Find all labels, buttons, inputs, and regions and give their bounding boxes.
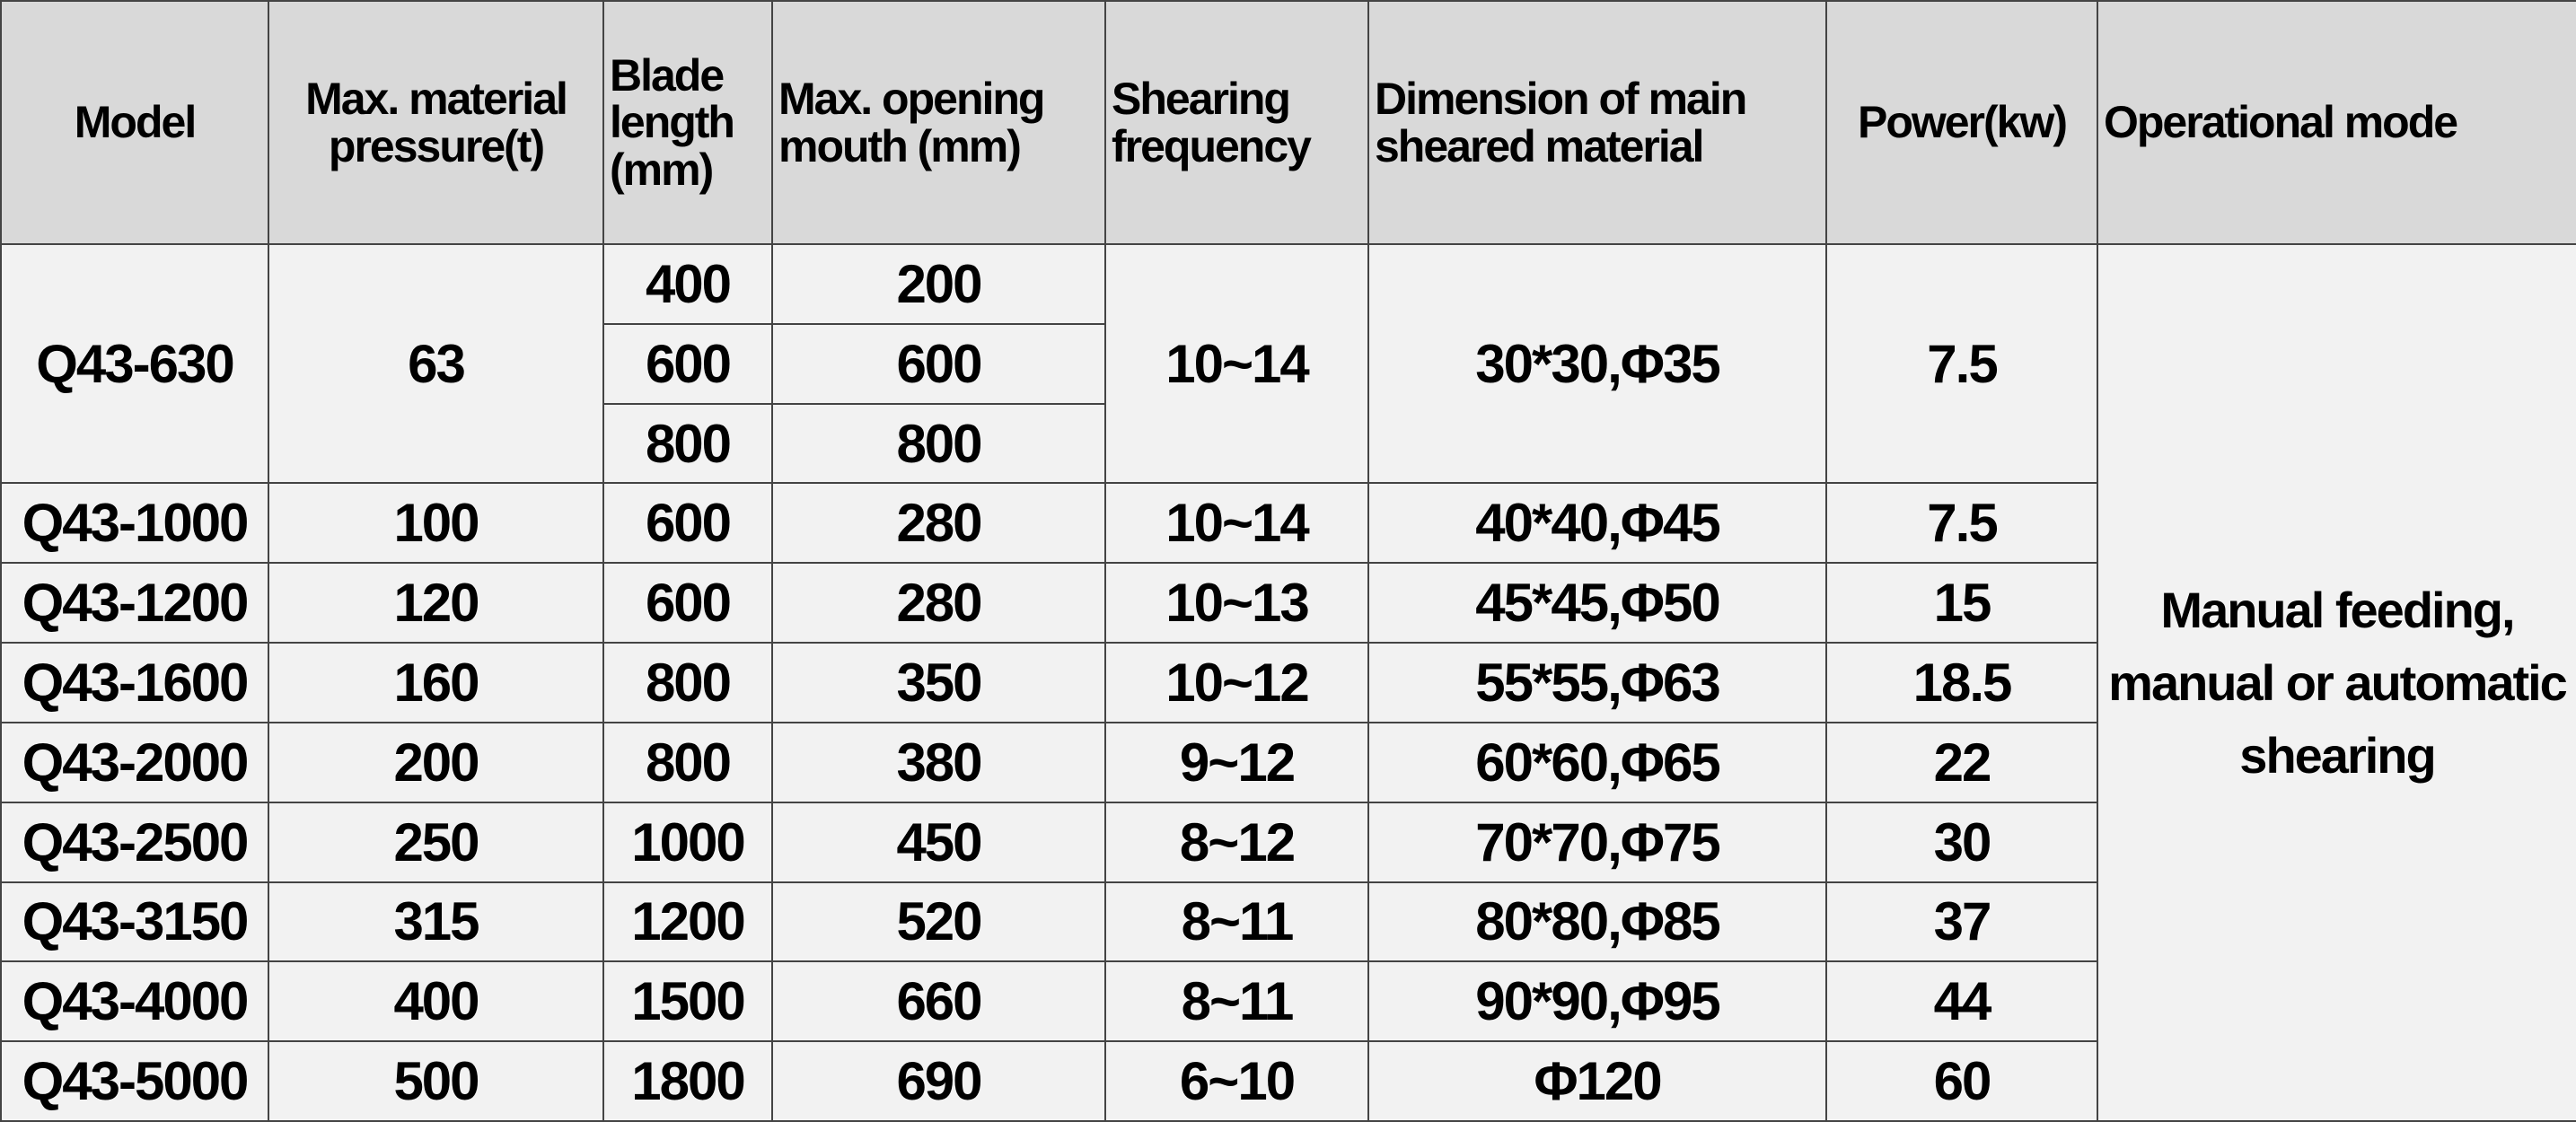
frequency-cell: 10~14	[1104, 242, 1369, 485]
opening-cell: 200	[771, 243, 1106, 325]
power-cell: 44	[1825, 960, 2098, 1043]
model-cell: Q43-1200	[0, 562, 269, 644]
column-header: Power(kw)	[1825, 0, 2098, 245]
opening-cell: 280	[771, 482, 1106, 565]
power-cell: 7.5	[1825, 242, 2098, 485]
column-header: Blade length (mm)	[602, 0, 773, 245]
model-cell: Q43-2000	[0, 721, 269, 803]
column-header: Dimension of main sheared material	[1367, 0, 1827, 245]
frequency-cell: 8~11	[1104, 881, 1369, 963]
blade-cell: 800	[602, 402, 773, 485]
opening-cell: 600	[771, 322, 1106, 405]
opening-cell: 690	[771, 1040, 1106, 1122]
pressure-cell: 500	[268, 1040, 604, 1122]
blade-cell: 1200	[602, 881, 773, 963]
table-row: Q43-1200 120 600 280 10~13 45*45,Φ50 15	[0, 562, 2576, 644]
table-row: Q43-5000 500 1800 690 6~10 Φ120 60	[0, 1040, 2576, 1122]
pressure-cell: 315	[268, 881, 604, 963]
table-row: Q43-1600 160 800 350 10~12 55*55,Φ63 18.5	[0, 642, 2576, 723]
power-cell: 15	[1825, 562, 2098, 644]
pressure-cell: 160	[268, 642, 604, 723]
dimension-cell: Φ120	[1367, 1040, 1827, 1122]
pressure-cell: 100	[268, 482, 604, 565]
model-cell: Q43-1600	[0, 642, 269, 723]
table-row: 600 600	[1, 322, 2576, 405]
blade-cell: 1000	[602, 801, 773, 883]
dimension-cell: 30*30,Φ35	[1367, 242, 1827, 485]
power-cell: 37	[1825, 881, 2098, 963]
table-row: Q43-4000 400 1500 660 8~11 90*90,Φ95 44	[0, 960, 2576, 1043]
column-header: Max. material pressure(t)	[268, 0, 604, 245]
blade-cell: 400	[602, 243, 773, 325]
opening-cell: 380	[771, 721, 1106, 803]
blade-cell: 800	[602, 642, 773, 723]
frequency-cell: 9~12	[1104, 721, 1369, 803]
model-cell: Q43-5000	[0, 1040, 269, 1122]
frequency-cell: 8~11	[1104, 960, 1369, 1043]
pressure-cell: 200	[268, 721, 604, 803]
blade-cell: 800	[602, 721, 773, 803]
dimension-cell: 70*70,Φ75	[1367, 801, 1827, 883]
table-row: Q43-1000 100 600 280 10~14 40*40,Φ45 7.5	[0, 482, 2576, 565]
table-row: Q43-2500 250 1000 450 8~12 70*70,Φ75 30	[0, 801, 2576, 883]
model-cell: Q43-2500	[0, 801, 269, 883]
column-header: Model	[0, 0, 269, 245]
dimension-cell: 80*80,Φ85	[1367, 881, 1827, 963]
opening-cell: 350	[771, 642, 1106, 723]
opening-cell: 520	[771, 881, 1106, 963]
table-row: Q43-2000 200 800 380 9~12 60*60,Φ65 22	[0, 721, 2576, 803]
blade-cell: 600	[602, 482, 773, 565]
blade-cell: 600	[602, 322, 773, 405]
column-header: Max. opening mouth (mm)	[771, 0, 1106, 245]
model-cell: Q43-3150	[0, 881, 269, 963]
pressure-cell: 63	[268, 242, 604, 485]
table-row: Q43-3150 315 1200 520 8~11 80*80,Φ85 37	[0, 881, 2576, 963]
frequency-cell: 10~12	[1104, 642, 1369, 723]
blade-cell: 1800	[602, 1040, 773, 1122]
power-cell: 22	[1825, 721, 2098, 803]
pressure-cell: 400	[268, 960, 604, 1043]
opening-cell: 280	[771, 562, 1106, 644]
frequency-cell: 6~10	[1104, 1040, 1369, 1122]
opening-cell: 800	[771, 402, 1106, 485]
pressure-cell: 120	[268, 562, 604, 644]
table-row: 800 800	[1, 402, 2576, 485]
opening-cell: 660	[771, 960, 1106, 1043]
power-cell: 30	[1825, 801, 2098, 883]
dimension-cell: 55*55,Φ63	[1367, 642, 1827, 723]
table-row: Q43-630 63 400 200 10~14 30*30,Φ35 7.5 Manual f…	[0, 242, 2576, 1122]
blade-cell: 600	[602, 562, 773, 644]
frequency-cell: 10~14	[1104, 482, 1369, 565]
header-row: Model Max. material pressure(t) Blade leng…	[0, 0, 2576, 245]
dimension-cell: 60*60,Φ65	[1367, 721, 1827, 803]
dimension-cell: 90*90,Φ95	[1367, 960, 1827, 1043]
power-cell: 7.5	[1825, 482, 2098, 565]
dimension-cell: 45*45,Φ50	[1367, 562, 1827, 644]
pressure-cell: 250	[268, 801, 604, 883]
blade-cell: 1500	[602, 960, 773, 1043]
power-cell: 18.5	[1825, 642, 2098, 723]
operational-mode-cell: Manual feeding, manual or automatic shea…	[2097, 243, 2576, 1122]
opening-cell: 450	[771, 801, 1106, 883]
model-cell: Q43-1000	[0, 482, 269, 565]
frequency-cell: 10~13	[1104, 562, 1369, 644]
model-cell: Q43-4000	[0, 960, 269, 1043]
dimension-cell: 40*40,Φ45	[1367, 482, 1827, 565]
column-header: Shearing frequency	[1104, 0, 1369, 245]
column-header: Operational mode	[2097, 0, 2576, 245]
frequency-cell: 8~12	[1104, 801, 1369, 883]
model-cell: Q43-630	[0, 242, 269, 485]
power-cell: 60	[1825, 1040, 2098, 1122]
